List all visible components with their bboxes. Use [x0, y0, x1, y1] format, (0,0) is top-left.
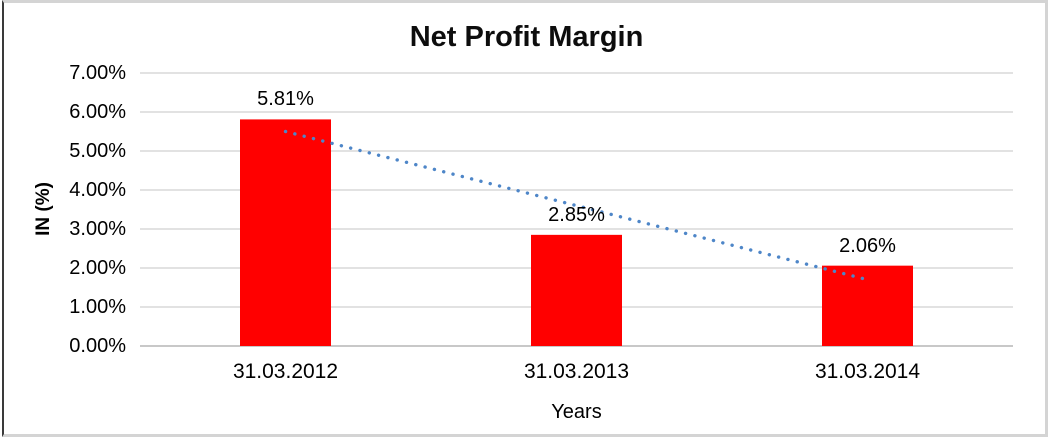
x-tick-label: 31.03.2012 — [232, 360, 339, 383]
bar-31.03.2012 — [240, 119, 331, 346]
y-tick-label: 0.00% — [69, 335, 126, 357]
bar-31.03.2014 — [822, 265, 913, 346]
x-axis-title: Years — [551, 401, 602, 423]
x-tick-label: 31.03.2013 — [523, 360, 630, 383]
x-tick-label: 31.03.2014 — [814, 360, 921, 383]
chart-title: Net Profit Margin — [409, 21, 644, 53]
y-tick-label: 5.00% — [69, 140, 126, 162]
bar-value-label: 2.85% — [548, 203, 605, 226]
y-tick-label: 6.00% — [69, 101, 126, 123]
y-tick-label: 7.00% — [69, 62, 126, 84]
y-tick-label: 3.00% — [69, 218, 126, 240]
y-tick-label: 1.00% — [69, 296, 126, 318]
bar-31.03.2013 — [531, 234, 622, 346]
y-tick-label: 2.00% — [69, 257, 126, 279]
y-tick-label: 4.00% — [69, 179, 126, 201]
bar-value-label: 5.81% — [257, 88, 314, 111]
bar-value-label: 2.06% — [839, 234, 896, 257]
trendline — [283, 129, 870, 282]
